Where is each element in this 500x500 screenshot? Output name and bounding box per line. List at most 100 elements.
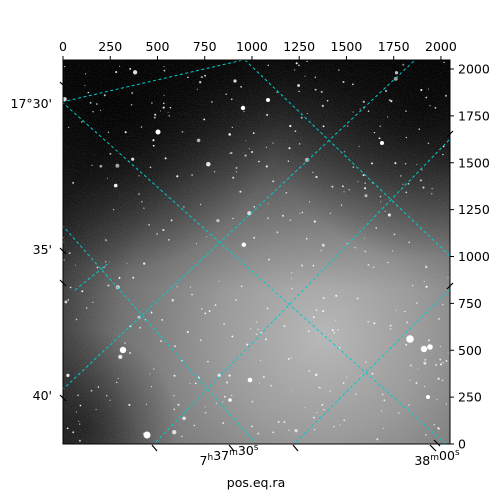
star (319, 387, 321, 389)
star (78, 423, 81, 425)
star (132, 276, 135, 279)
grid-line (153, 138, 450, 444)
star (103, 94, 106, 97)
star (306, 60, 308, 63)
x-tick-label: 250 (98, 39, 122, 54)
star (228, 374, 231, 377)
world-tick-mark (59, 81, 67, 89)
star (141, 200, 143, 203)
star (421, 169, 423, 171)
star (314, 373, 318, 377)
star (75, 411, 77, 413)
star (359, 108, 361, 110)
star (418, 128, 421, 130)
star (405, 136, 407, 139)
x-tick-label: 750 (193, 39, 217, 54)
star (132, 70, 138, 75)
star (251, 150, 254, 154)
star (160, 340, 163, 343)
star (333, 332, 335, 334)
star (95, 409, 97, 411)
star (425, 285, 428, 288)
star (231, 126, 233, 128)
star (429, 105, 431, 107)
star (195, 243, 198, 245)
star (241, 242, 247, 247)
star (372, 266, 375, 269)
star (289, 124, 292, 128)
star (223, 395, 226, 398)
dec-tick-label: 35' (33, 242, 52, 257)
star (213, 171, 216, 173)
star (313, 416, 315, 419)
star (79, 404, 82, 407)
star (81, 290, 84, 293)
world-tick-mark (429, 444, 437, 452)
star (308, 370, 311, 372)
star (407, 183, 410, 185)
star (294, 429, 298, 433)
star (364, 182, 366, 184)
star (417, 368, 419, 370)
star (337, 329, 339, 331)
star (304, 407, 306, 409)
star (68, 252, 71, 255)
star (362, 100, 365, 103)
star (440, 363, 442, 366)
star (230, 151, 233, 155)
star (148, 224, 150, 226)
star (364, 194, 368, 198)
star (124, 131, 127, 134)
star (437, 426, 439, 429)
star (173, 408, 176, 411)
star (143, 262, 146, 265)
star (357, 181, 359, 183)
star (268, 258, 270, 261)
x-tick-label: 1000 (236, 39, 268, 54)
star (173, 395, 175, 397)
star (442, 153, 444, 156)
star (293, 69, 296, 71)
star (196, 138, 201, 143)
star (439, 345, 441, 348)
bright-star (406, 335, 414, 343)
star (373, 131, 376, 134)
star (409, 364, 412, 367)
star (389, 328, 392, 330)
star (375, 227, 378, 229)
world-axis-ticks (59, 81, 454, 452)
star (290, 357, 293, 359)
star (376, 438, 379, 441)
star (72, 181, 75, 184)
star (236, 171, 238, 173)
star (348, 189, 350, 191)
star (308, 201, 311, 203)
star (266, 113, 269, 116)
star (314, 76, 317, 79)
star (425, 433, 427, 436)
star (371, 372, 374, 375)
star (400, 175, 402, 177)
star (154, 113, 157, 116)
star (393, 233, 396, 236)
star (151, 102, 153, 104)
star (433, 423, 436, 426)
star (315, 175, 318, 179)
bright-star (427, 344, 433, 350)
star (393, 76, 398, 81)
star (331, 185, 334, 188)
star (97, 386, 100, 388)
star (258, 160, 260, 163)
star (118, 276, 121, 279)
star (420, 88, 423, 92)
star (85, 73, 87, 75)
star (316, 412, 318, 414)
star (84, 84, 86, 86)
star (204, 74, 207, 77)
star (161, 319, 164, 321)
star (354, 246, 356, 249)
star (63, 259, 65, 261)
bright-star (420, 345, 428, 353)
star (329, 212, 332, 215)
y-tick-label: 1000 (458, 249, 490, 264)
